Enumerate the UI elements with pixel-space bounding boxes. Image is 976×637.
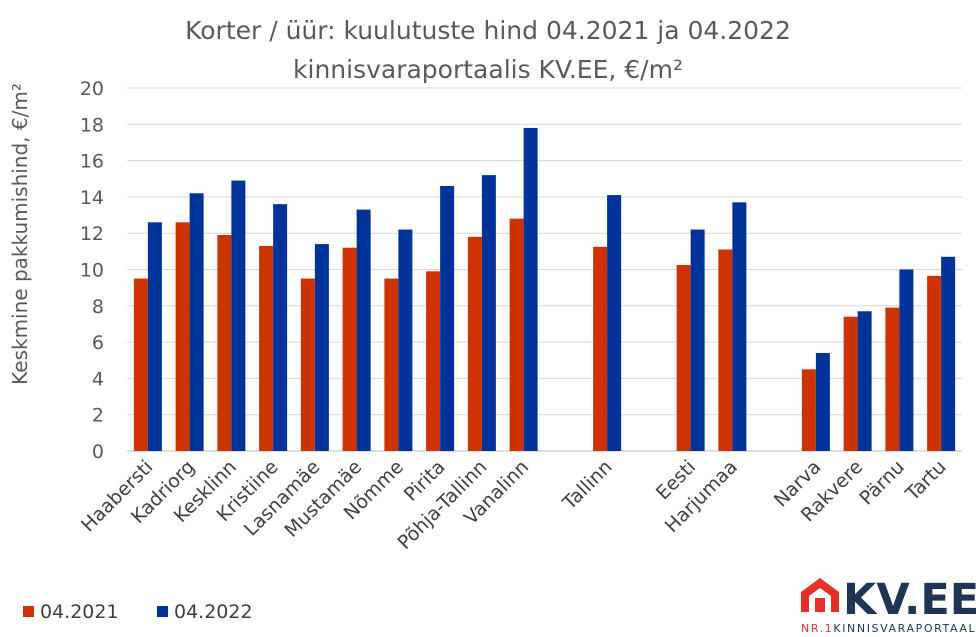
y-tick-label: 10 bbox=[80, 260, 104, 282]
legend-label: 04.2022 bbox=[174, 601, 253, 623]
bar-04-2021-Eesti bbox=[676, 264, 691, 451]
bar-04-2022-Nõmme bbox=[398, 229, 413, 451]
legend-swatch bbox=[23, 606, 34, 617]
bar-04-2022-Haabersti bbox=[147, 222, 162, 451]
bar-04-2021-Nõmme bbox=[384, 278, 399, 451]
bar-04-2022-Lasnamäe bbox=[314, 244, 329, 451]
bar-04-2022-Eesti bbox=[690, 229, 705, 451]
bar-04-2021-Kesklinn bbox=[217, 235, 232, 451]
bar-04-2022-Vanalinn bbox=[523, 127, 538, 452]
logo-wordmark: KV.EE bbox=[843, 575, 976, 625]
logo-tagline: NR.1KINNISVARAPORTAAL bbox=[801, 622, 976, 635]
logo-tagline-prefix: NR.1 bbox=[801, 622, 833, 635]
bar-04-2021-Mustamäe bbox=[342, 247, 357, 451]
y-axis-label: Keskmine pakkumishind, €/m² bbox=[8, 83, 32, 385]
bar-04-2022-Kristiine bbox=[273, 204, 288, 451]
gridlines bbox=[127, 87, 962, 452]
y-tick-label: 6 bbox=[92, 332, 104, 354]
x-axis-categories: HaaberstiKadriorgKesklinnKristiineLasnam… bbox=[77, 456, 951, 554]
bar-04-2021-Haabersti bbox=[133, 278, 148, 451]
y-axis-ticks: 0 2 4 6 8 10 12 14 16 18 20 bbox=[80, 78, 104, 463]
legend-label: 04.2021 bbox=[40, 601, 119, 623]
chart-subtitle: kinnisvaraportaalis KV.EE, €/m² bbox=[293, 55, 683, 84]
bars bbox=[133, 127, 956, 452]
bar-04-2021-Rakvere bbox=[843, 316, 858, 451]
y-tick-label: 12 bbox=[80, 223, 104, 245]
bar-04-2022-Mustamäe bbox=[356, 209, 371, 451]
bar-04-2021-Kristiine bbox=[259, 245, 274, 451]
bar-04-2022-Kesklinn bbox=[231, 180, 246, 451]
bar-04-2022-Harjumaa bbox=[732, 202, 747, 451]
bar-04-2021-Narva bbox=[801, 369, 816, 451]
bar-04-2021-Põhja-Tallinn bbox=[467, 236, 482, 451]
bar-04-2022-Tallinn bbox=[607, 195, 622, 451]
x-category-label: Tartu bbox=[901, 456, 951, 506]
chart-title: Korter / üür: kuulutuste hind 04.2021 ja… bbox=[185, 16, 791, 45]
logo-tagline-text: KINNISVARAPORTAAL bbox=[833, 622, 976, 635]
bar-04-2021-Lasnamäe bbox=[300, 278, 315, 451]
bar-04-2021-Kadriorg bbox=[175, 222, 190, 451]
legend: 04.2021 04.2022 bbox=[23, 601, 253, 623]
bar-04-2021-Harjumaa bbox=[718, 249, 733, 451]
x-category-label: Pärnu bbox=[855, 456, 909, 510]
x-category-label: Tallinn bbox=[558, 456, 617, 515]
house-icon bbox=[801, 578, 839, 612]
y-tick-label: 2 bbox=[92, 405, 104, 427]
y-tick-label: 8 bbox=[92, 296, 104, 318]
bar-04-2021-Pirita bbox=[426, 271, 441, 451]
y-tick-label: 0 bbox=[92, 441, 104, 463]
bar-04-2021-Vanalinn bbox=[509, 218, 524, 451]
y-tick-label: 20 bbox=[80, 78, 104, 100]
bar-04-2022-Rakvere bbox=[857, 311, 872, 451]
bar-04-2022-Tartu bbox=[941, 256, 956, 451]
y-tick-label: 16 bbox=[80, 151, 104, 173]
bar-04-2021-Tallinn bbox=[593, 246, 608, 451]
bar-04-2022-Narva bbox=[815, 352, 830, 451]
kv-logo[interactable]: KV.EE NR.1KINNISVARAPORTAAL bbox=[801, 575, 976, 635]
y-tick-label: 4 bbox=[92, 368, 104, 390]
bar-04-2022-Pirita bbox=[440, 186, 455, 451]
legend-swatch bbox=[157, 606, 168, 617]
bar-04-2022-Pärnu bbox=[899, 269, 914, 451]
bar-04-2022-Kadriorg bbox=[189, 193, 204, 451]
bar-04-2022-Põhja-Tallinn bbox=[481, 175, 496, 451]
y-tick-label: 14 bbox=[80, 187, 104, 209]
y-tick-label: 18 bbox=[80, 114, 104, 136]
bar-04-2021-Pärnu bbox=[885, 307, 900, 451]
bar-04-2021-Tartu bbox=[927, 275, 942, 451]
